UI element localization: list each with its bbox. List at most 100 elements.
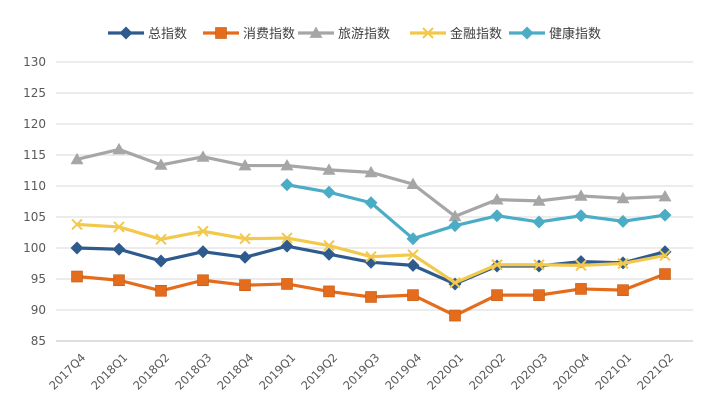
data-point bbox=[281, 232, 293, 244]
data-point bbox=[533, 259, 545, 271]
data-point bbox=[71, 218, 83, 231]
data-point bbox=[617, 284, 629, 296]
series-line bbox=[285, 183, 667, 241]
data-point bbox=[323, 285, 335, 298]
legend: 总指数 消费指数 旅游指数 金融指数 健康指数 bbox=[108, 26, 601, 42]
data-point bbox=[155, 233, 167, 246]
data-point bbox=[491, 259, 503, 271]
data-point bbox=[574, 189, 588, 201]
x-tick-label: 2020Q2 bbox=[466, 350, 508, 392]
data-point bbox=[239, 279, 251, 292]
data-point bbox=[280, 178, 294, 192]
x-tick-label: 2020Q3 bbox=[508, 350, 550, 392]
data-point bbox=[238, 159, 252, 171]
data-point bbox=[406, 177, 420, 190]
x-tick-label: 2017Q4 bbox=[46, 350, 88, 392]
legend-item: 金融指数 bbox=[410, 26, 502, 42]
legend-marker bbox=[520, 26, 534, 40]
data-point bbox=[575, 283, 587, 295]
y-tick-label: 105 bbox=[23, 210, 46, 224]
data-point bbox=[112, 242, 126, 256]
y-tick-label: 130 bbox=[23, 55, 46, 69]
data-point bbox=[196, 245, 210, 259]
x-tick-label: 2018Q1 bbox=[88, 350, 130, 392]
x-tick-label: 2019Q2 bbox=[298, 350, 340, 392]
data-point bbox=[658, 208, 672, 222]
data-point bbox=[490, 209, 504, 223]
data-point bbox=[196, 150, 210, 162]
series-4 bbox=[71, 218, 671, 289]
legend-item: 消费指数 bbox=[203, 27, 295, 42]
data-point bbox=[658, 190, 672, 202]
data-point bbox=[364, 165, 378, 178]
data-point bbox=[280, 239, 294, 253]
data-point bbox=[448, 209, 462, 222]
data-point bbox=[449, 277, 461, 289]
data-point bbox=[659, 249, 671, 262]
y-tick-label: 85 bbox=[31, 334, 46, 348]
data-point bbox=[322, 247, 336, 261]
data-point bbox=[155, 284, 167, 297]
series-5 bbox=[280, 178, 672, 246]
y-tick-label: 100 bbox=[23, 241, 46, 255]
data-point bbox=[70, 152, 84, 165]
data-point bbox=[154, 158, 168, 170]
data-point bbox=[575, 259, 587, 272]
series-1 bbox=[70, 239, 672, 291]
data-point bbox=[407, 249, 419, 261]
data-point bbox=[532, 194, 546, 206]
legend-label: 消费指数 bbox=[243, 27, 295, 42]
data-point bbox=[238, 250, 252, 264]
data-point bbox=[113, 221, 125, 233]
y-tick-label: 95 bbox=[31, 272, 46, 286]
data-point bbox=[659, 268, 671, 280]
legend-marker bbox=[215, 27, 227, 39]
x-tick-label: 2018Q3 bbox=[172, 350, 214, 392]
data-point bbox=[406, 232, 420, 246]
series-2 bbox=[71, 268, 671, 322]
data-point bbox=[449, 309, 461, 322]
x-tick-label: 2020Q4 bbox=[550, 350, 592, 392]
x-tick-label: 2018Q2 bbox=[130, 350, 172, 392]
legend-item: 总指数 bbox=[108, 26, 187, 42]
data-point bbox=[616, 214, 630, 228]
data-point bbox=[112, 142, 126, 155]
data-point bbox=[71, 270, 83, 283]
y-tick-label: 115 bbox=[23, 148, 46, 162]
data-point bbox=[281, 278, 293, 290]
legend-marker bbox=[309, 26, 323, 38]
legend-label: 总指数 bbox=[148, 27, 187, 42]
data-point bbox=[113, 274, 125, 287]
x-tick-label: 2021Q1 bbox=[592, 350, 634, 392]
data-point bbox=[364, 196, 378, 210]
grid-lines bbox=[56, 61, 693, 311]
x-tick-label: 2019Q4 bbox=[382, 350, 424, 392]
data-point bbox=[617, 257, 629, 270]
data-point bbox=[280, 159, 294, 171]
series-3 bbox=[70, 142, 672, 222]
y-tick-label: 90 bbox=[31, 303, 46, 317]
data-point bbox=[532, 215, 546, 229]
x-tick-label: 2019Q1 bbox=[256, 350, 298, 392]
y-tick-label: 125 bbox=[23, 86, 46, 100]
x-tick-label: 2019Q3 bbox=[340, 350, 382, 392]
data-point bbox=[406, 258, 420, 272]
legend-item: 旅游指数 bbox=[298, 26, 390, 42]
data-point bbox=[365, 250, 377, 263]
data-point bbox=[197, 225, 209, 237]
data-point bbox=[407, 289, 419, 301]
legend-marker bbox=[119, 26, 133, 40]
legend-label: 健康指数 bbox=[549, 26, 601, 42]
data-point bbox=[448, 219, 462, 233]
data-point bbox=[239, 232, 251, 245]
data-point bbox=[365, 291, 377, 303]
x-tick-label: 2018Q4 bbox=[214, 350, 256, 392]
data-point bbox=[154, 254, 168, 268]
data-point bbox=[490, 193, 504, 205]
data-point bbox=[197, 274, 209, 287]
series-line bbox=[75, 222, 667, 285]
data-point bbox=[533, 289, 545, 301]
